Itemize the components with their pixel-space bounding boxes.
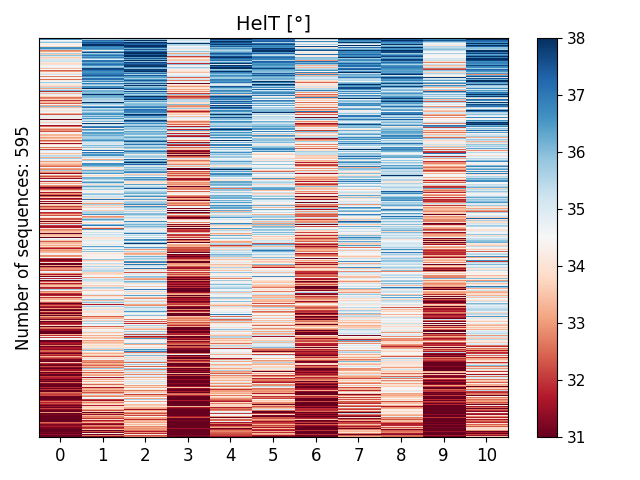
Y-axis label: Number of sequences: 595: Number of sequences: 595 <box>15 125 33 350</box>
Title: HelT [°]: HelT [°] <box>236 15 310 34</box>
